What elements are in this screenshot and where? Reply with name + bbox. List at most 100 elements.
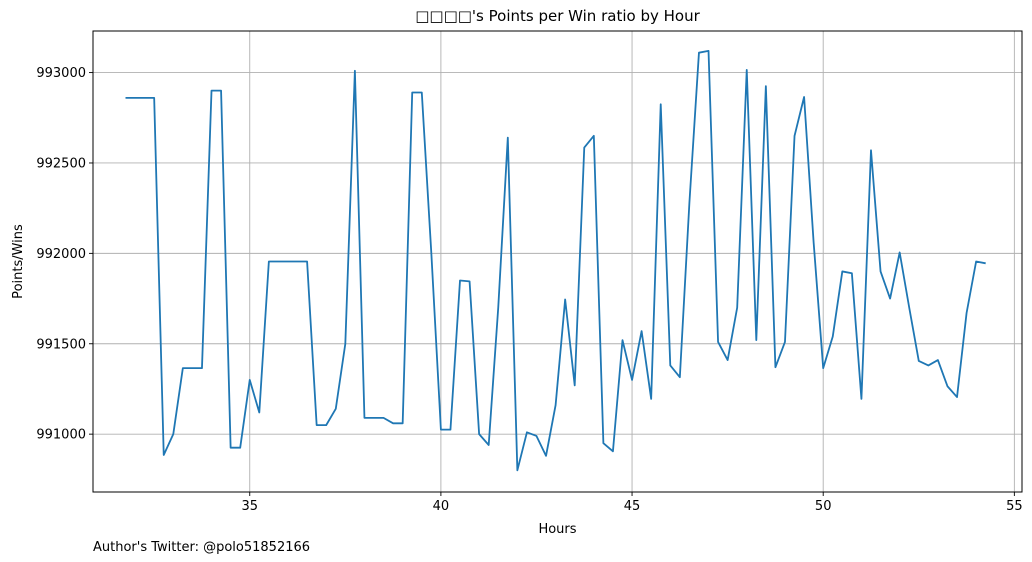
data-point [593, 135, 595, 137]
data-point [879, 270, 881, 272]
data-point [344, 343, 346, 345]
data-point [631, 379, 633, 381]
data-point [258, 411, 260, 413]
data-point [363, 417, 365, 419]
data-point [535, 435, 537, 437]
data-point [765, 85, 767, 87]
data-point [660, 103, 662, 105]
data-point [707, 50, 709, 52]
data-point [640, 330, 642, 332]
data-point [736, 306, 738, 308]
data-point [306, 260, 308, 262]
y-tick-label: 991500 [36, 337, 86, 352]
author-credit: Author's Twitter: @polo51852166 [93, 540, 310, 555]
data-point [468, 280, 470, 282]
data-point [249, 379, 251, 381]
data-point [545, 455, 547, 457]
data-point [918, 360, 920, 362]
data-point [239, 447, 241, 449]
data-point [554, 404, 556, 406]
data-point [153, 97, 155, 99]
data-point [669, 364, 671, 366]
data-point [392, 422, 394, 424]
data-point [755, 339, 757, 341]
data-point [975, 260, 977, 262]
data-point [134, 97, 136, 99]
data-point [746, 69, 748, 71]
data-point [497, 306, 499, 308]
data-point [315, 424, 317, 426]
data-point [449, 428, 451, 430]
x-tick-label: 45 [624, 499, 641, 514]
data-point [564, 298, 566, 300]
data-point [191, 367, 193, 369]
data-point [277, 260, 279, 262]
data-point [841, 270, 843, 272]
data-point [401, 422, 403, 424]
data-point [650, 398, 652, 400]
data-point [143, 97, 145, 99]
series-layer [124, 49, 986, 472]
data-point [946, 385, 948, 387]
x-tick-label: 40 [433, 499, 450, 514]
plot-frame [92, 30, 1023, 493]
data-point [621, 339, 623, 341]
data-point [774, 366, 776, 368]
data-point [698, 51, 700, 53]
axis-ticks: 35 40 45 50 55 991000 991500 992000 992500 993000 [36, 66, 1022, 514]
data-point [889, 297, 891, 299]
data-point [229, 447, 231, 449]
data-point [459, 279, 461, 281]
data-point [354, 70, 356, 72]
data-point [832, 335, 834, 337]
data-point [898, 251, 900, 253]
data-point [908, 306, 910, 308]
data-point [124, 97, 126, 99]
data-point [583, 146, 585, 148]
data-point [812, 241, 814, 243]
data-point [602, 442, 604, 444]
data-point [860, 398, 862, 400]
grid [93, 31, 1022, 492]
data-point [421, 91, 423, 93]
data-point [268, 260, 270, 262]
data-point [201, 367, 203, 369]
data-point [679, 376, 681, 378]
y-tick-label: 991000 [36, 428, 86, 443]
data-point [220, 89, 222, 91]
data-point [487, 444, 489, 446]
data-point [851, 272, 853, 274]
y-tick-label: 993000 [36, 66, 86, 81]
x-tick-label: 55 [1006, 499, 1023, 514]
data-point [287, 260, 289, 262]
data-point [956, 396, 958, 398]
data-point [163, 454, 165, 456]
data-point [965, 312, 967, 314]
data-point [172, 433, 174, 435]
chart-title: □□□□'s Points per Win ratio by Hour [415, 7, 700, 25]
data-point [430, 252, 432, 254]
data-point [182, 367, 184, 369]
data-point [793, 135, 795, 137]
data-point [507, 136, 509, 138]
data-point [373, 417, 375, 419]
data-point [478, 433, 480, 435]
x-tick-label: 50 [815, 499, 832, 514]
data-point [516, 469, 518, 471]
data-point [526, 431, 528, 433]
data-point [984, 262, 986, 264]
data-point [803, 96, 805, 98]
data-point [612, 450, 614, 452]
data-point [210, 89, 212, 91]
x-tick-label: 35 [241, 499, 258, 514]
series-line [125, 49, 986, 472]
x-axis-label: Hours [538, 522, 576, 537]
data-point [870, 149, 872, 151]
data-point [688, 202, 690, 204]
data-point [382, 417, 384, 419]
data-point [717, 341, 719, 343]
data-point [335, 408, 337, 410]
y-axis-label: Points/Wins [11, 224, 26, 299]
data-point [822, 367, 824, 369]
